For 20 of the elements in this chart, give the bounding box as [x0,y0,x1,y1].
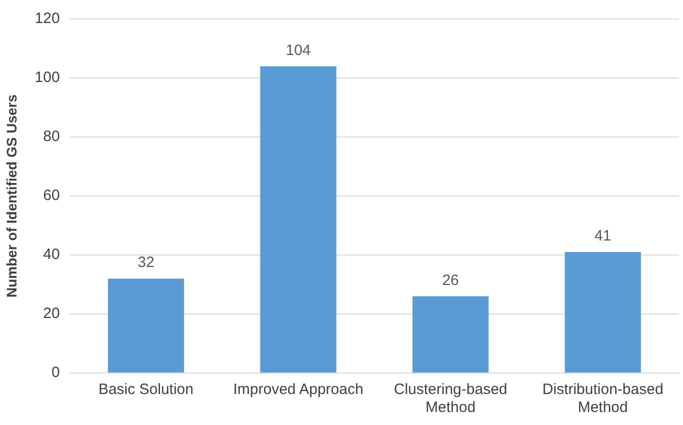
data-label: 26 [442,272,459,289]
y-tick-label: 80 [43,128,60,146]
bar [260,66,336,372]
x-tick-label: Distribution-based Method [542,381,664,416]
data-label: 32 [138,254,154,272]
data-label: 41 [594,228,612,245]
y-tick-label: 0 [51,364,60,382]
y-tick-label: 100 [34,69,60,86]
y-tick-label: 120 [34,10,60,28]
y-tick-label: 60 [43,187,60,204]
data-label: 104 [286,42,311,59]
bar [108,278,184,372]
bar [412,296,489,372]
x-tick-label: Clustering-based Method [394,381,508,416]
x-tick-label: Improved Approach [233,381,364,398]
y-axis-title: Number of Identified GS Users [3,94,20,298]
x-tick-label: Basic Solution [98,381,194,398]
y-tick-label: 40 [43,246,60,264]
y-tick-label: 20 [43,305,60,322]
bar [564,252,641,372]
